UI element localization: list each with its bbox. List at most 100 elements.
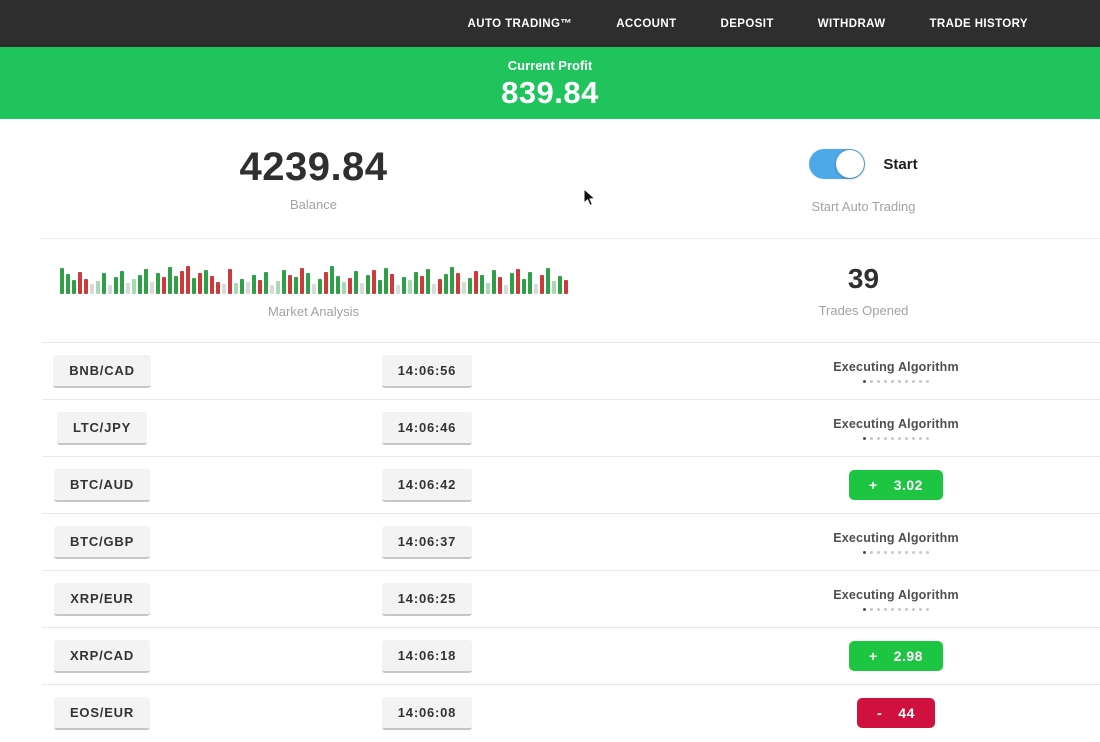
market-bar	[77, 272, 82, 294]
nav-deposit[interactable]: DEPOSIT	[720, 17, 774, 30]
executing-label: Executing Algorithm	[833, 587, 959, 602]
market-bar	[317, 279, 322, 294]
market-bar	[437, 279, 442, 294]
progress-dot	[911, 607, 915, 611]
executing-status: Executing Algorithm	[833, 531, 959, 554]
progress-dot	[918, 379, 922, 383]
market-bar	[377, 280, 382, 294]
pair-badge[interactable]: BNB/CAD	[53, 354, 151, 388]
progress-dot	[883, 436, 887, 440]
pair-badge[interactable]: XRP/CAD	[53, 639, 151, 673]
market-bar	[281, 270, 286, 294]
market-bar	[221, 284, 226, 294]
market-bar	[557, 276, 562, 294]
progress-dot	[897, 550, 901, 554]
market-bar	[455, 273, 460, 294]
progress-dot	[869, 607, 873, 611]
nav-trade-history[interactable]: TRADE HISTORY	[929, 17, 1028, 30]
toggle-caption: Start Auto Trading	[811, 199, 916, 214]
pair-badge[interactable]: BTC/GBP	[53, 525, 151, 559]
market-bar	[71, 280, 76, 294]
trade-row: BNB/CAD 14:06:56 Executing Algorithm	[42, 342, 1100, 399]
trade-row: EOS/EUR 14:06:08 - 44	[42, 684, 1100, 741]
market-bar	[551, 281, 556, 294]
market-bar	[245, 282, 250, 294]
progress-dot	[925, 436, 929, 440]
pair-badge[interactable]: LTC/JPY	[56, 411, 148, 445]
market-bar	[407, 280, 412, 294]
market-bar	[173, 276, 178, 294]
progress-dot	[869, 550, 873, 554]
time-badge: 14:06:08	[381, 696, 473, 730]
market-bar	[347, 278, 352, 294]
market-bar	[233, 283, 238, 294]
market-bar	[497, 277, 502, 294]
market-bar	[425, 269, 430, 294]
current-profit-banner: Current Profit 839.84	[0, 47, 1100, 119]
auto-trading-toggle[interactable]	[809, 149, 866, 179]
progress-dot	[876, 436, 880, 440]
progress-dot	[911, 550, 915, 554]
market-bar	[431, 284, 436, 294]
progress-dot	[925, 379, 929, 383]
progress-dot	[925, 607, 929, 611]
trade-row: BTC/AUD 14:06:42 + 3.02	[42, 456, 1100, 513]
pair-badge[interactable]: EOS/EUR	[53, 696, 151, 730]
market-bar	[533, 284, 538, 294]
result-value: 3.02	[893, 477, 923, 493]
market-bar	[113, 277, 118, 294]
market-analysis-label: Market Analysis	[267, 304, 360, 319]
trade-row: XRP/EUR 14:06:25 Executing Algorithm	[42, 570, 1100, 627]
market-bar	[527, 272, 532, 294]
toggle-start-label: Start	[883, 155, 918, 173]
market-bar	[287, 275, 292, 294]
nav-account[interactable]: ACCOUNT	[616, 17, 677, 30]
market-bar	[383, 268, 388, 294]
progress-dot	[890, 379, 894, 383]
nav-auto-trading[interactable]: AUTO TRADING™	[467, 17, 573, 30]
section-divider	[40, 238, 1100, 239]
result-badge: + 3.02	[849, 470, 943, 500]
time-badge: 14:06:56	[381, 354, 473, 388]
market-bar	[251, 275, 256, 294]
executing-status: Executing Algorithm	[833, 417, 959, 440]
market-bar	[329, 266, 334, 294]
market-bar	[467, 278, 472, 294]
market-bar	[545, 268, 550, 294]
progress-dot	[904, 379, 908, 383]
market-bar	[563, 280, 568, 294]
progress-dot	[862, 550, 866, 554]
time-badge: 14:06:46	[381, 411, 473, 445]
market-bar	[149, 282, 154, 294]
trades-opened-count: 39	[847, 263, 880, 294]
market-bar	[305, 273, 310, 294]
current-profit-value: 839.84	[501, 74, 599, 110]
market-bar	[359, 283, 364, 294]
market-bar	[473, 271, 478, 294]
progress-dot	[876, 550, 880, 554]
trade-row: BTC/GBP 14:06:37 Executing Algorithm	[42, 513, 1100, 570]
nav-withdraw[interactable]: WITHDRAW	[817, 17, 886, 30]
market-bar	[539, 275, 544, 294]
pair-badge[interactable]: XRP/EUR	[54, 582, 150, 616]
progress-dot	[883, 550, 887, 554]
progress-dot	[862, 607, 866, 611]
time-badge: 14:06:25	[381, 582, 473, 616]
market-bar	[509, 273, 514, 294]
market-bar	[107, 285, 112, 294]
market-bar	[323, 272, 328, 294]
time-badge: 14:06:37	[381, 525, 473, 559]
progress-dot	[904, 550, 908, 554]
result-badge: - 44	[857, 698, 935, 728]
result-sign: -	[877, 705, 883, 721]
result-badge: + 2.98	[849, 641, 943, 671]
time-badge: 14:06:42	[381, 468, 473, 502]
top-nav: AUTO TRADING™ ACCOUNT DEPOSIT WITHDRAW T…	[0, 0, 1100, 47]
market-bar	[515, 269, 520, 294]
pair-badge[interactable]: BTC/AUD	[53, 468, 151, 502]
progress-dot	[897, 607, 901, 611]
market-bar	[239, 279, 244, 294]
executing-status: Executing Algorithm	[833, 588, 959, 611]
trades-list: BNB/CAD 14:06:56 Executing Algorithm LTC…	[0, 342, 1100, 741]
market-bar	[197, 273, 202, 294]
